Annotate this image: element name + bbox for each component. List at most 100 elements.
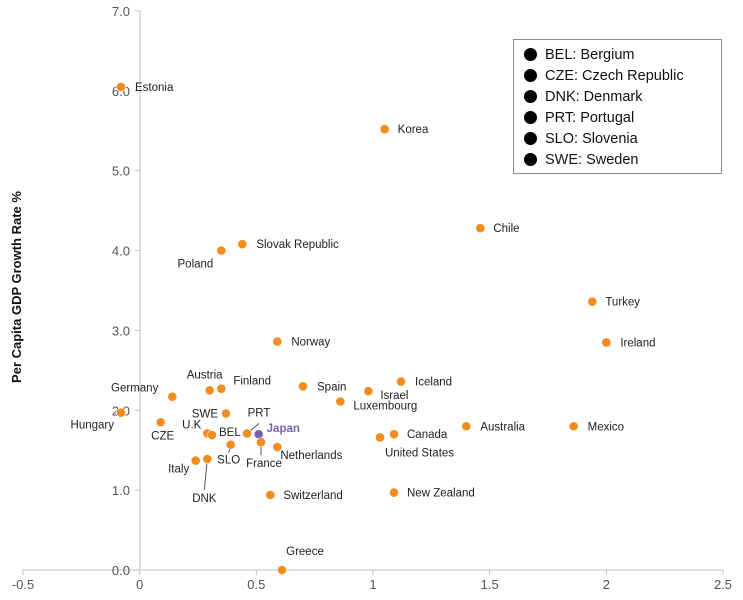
- data-label: Finland: [233, 376, 271, 388]
- x-tick-label: 2.5: [714, 577, 732, 592]
- x-tick-label: 2: [603, 577, 610, 592]
- data-point: [265, 490, 276, 500]
- legend-item: BEL: Bergium: [514, 44, 721, 65]
- data-point: [225, 439, 236, 450]
- data-point: [167, 391, 178, 402]
- data-label: Turkey: [605, 297, 640, 309]
- data-point: [272, 442, 283, 452]
- x-tick-label: 1: [369, 577, 376, 592]
- data-label: New Zealand: [407, 488, 475, 500]
- data-label: PRT: [248, 407, 271, 419]
- legend-item: DNK: Denmark: [514, 86, 721, 107]
- data-point: [272, 336, 283, 347]
- data-label: Iceland: [415, 377, 452, 389]
- y-tick-label: 3.0: [112, 323, 130, 338]
- legend-marker-icon: [524, 48, 537, 61]
- data-label: SLO: [217, 455, 240, 467]
- data-point: [298, 381, 308, 392]
- data-label: Ireland: [620, 337, 655, 349]
- data-point: [116, 81, 126, 92]
- data-label: Estonia: [135, 82, 174, 94]
- legend-item: PRT: Portugal: [514, 107, 721, 128]
- legend-marker-icon: [524, 132, 537, 145]
- legend-marker-icon: [524, 90, 537, 103]
- data-label: BEL: [219, 427, 241, 439]
- point-labels-group: Estonia Korea Chile Slovak Republic Poland Tu…: [71, 82, 656, 558]
- data-point: [601, 337, 612, 348]
- data-point: [475, 223, 486, 234]
- data-point: [375, 432, 385, 443]
- callout-line: [203, 458, 208, 491]
- data-label: SWE: [192, 408, 219, 420]
- y-tick-label: 0.0: [112, 563, 130, 578]
- data-point: [379, 124, 390, 135]
- y-tick-label: 1.0: [112, 483, 130, 498]
- legend-item-label: BEL: Bergium: [545, 46, 635, 63]
- data-point: [256, 437, 266, 448]
- data-label: Korea: [398, 124, 429, 136]
- data-label: U.K: [182, 419, 202, 431]
- y-tick-label: 4.0: [112, 244, 130, 259]
- data-point: [204, 385, 215, 396]
- legend-item: SWE: Sweden: [514, 149, 721, 170]
- data-point: [190, 455, 201, 466]
- data-point: [335, 396, 346, 407]
- legend-item: CZE: Czech Republic: [514, 65, 721, 86]
- data-label: Mexico: [588, 421, 624, 433]
- x-tick-label: 0.5: [247, 577, 265, 592]
- legend-item-label: CZE: Czech Republic: [545, 67, 684, 84]
- y-tick-label: 5.0: [112, 164, 130, 179]
- data-label: Japan: [267, 423, 300, 435]
- data-label: Australia: [480, 421, 525, 433]
- data-label: Israel: [380, 390, 408, 402]
- legend-marker-icon: [524, 153, 537, 166]
- data-label: Slovak Republic: [256, 239, 339, 251]
- data-label: Norway: [291, 337, 330, 349]
- data-label: Austria: [187, 369, 223, 381]
- x-tick-label: 0: [136, 577, 143, 592]
- legend-item-label: PRT: Portugal: [545, 109, 635, 126]
- data-point: [396, 376, 406, 387]
- legend-item-label: DNK: Denmark: [545, 88, 643, 105]
- data-label: Switzerland: [283, 490, 342, 502]
- legend-item-label: SLO: Slovenia: [545, 130, 638, 147]
- data-point: [221, 408, 231, 419]
- data-label: Spain: [317, 381, 346, 393]
- data-label: Chile: [493, 223, 519, 235]
- data-label: Germany: [111, 383, 159, 395]
- data-point: [568, 421, 579, 432]
- legend-item: SLO: Slovenia: [514, 128, 721, 149]
- data-point: [216, 245, 227, 256]
- data-point: [116, 407, 126, 418]
- data-label: Luxembourg: [353, 401, 417, 413]
- points-group: [116, 81, 612, 575]
- data-point: [202, 454, 213, 464]
- legend-marker-icon: [524, 111, 537, 124]
- data-label: Italy: [168, 464, 189, 476]
- data-point: [461, 421, 472, 432]
- y-axis-label: Per Capita GDP Growth Rate %: [9, 191, 24, 383]
- data-label: Greece: [286, 546, 324, 558]
- legend: BEL: Bergium CZE: Czech Republic DNK: De…: [513, 39, 722, 174]
- data-label: France: [246, 458, 282, 470]
- data-label: Canada: [407, 429, 448, 441]
- data-point: [587, 296, 598, 307]
- data-label: CZE: [151, 430, 174, 442]
- data-label: Hungary: [71, 420, 115, 432]
- y-tick-label: 7.0: [112, 4, 130, 19]
- x-tick-label: 1.5: [481, 577, 499, 592]
- data-point: [242, 428, 252, 439]
- data-point: [363, 386, 374, 397]
- data-point: [216, 383, 227, 394]
- data-label: United States: [385, 447, 454, 459]
- data-point: [207, 430, 217, 440]
- data-label: Netherlands: [280, 450, 342, 462]
- data-point: [389, 487, 399, 498]
- data-point: [155, 417, 166, 428]
- data-label: Poland: [178, 259, 214, 271]
- legend-item-label: SWE: Sweden: [545, 151, 639, 168]
- x-tick-label: -0.5: [12, 577, 34, 592]
- data-point: [237, 239, 248, 250]
